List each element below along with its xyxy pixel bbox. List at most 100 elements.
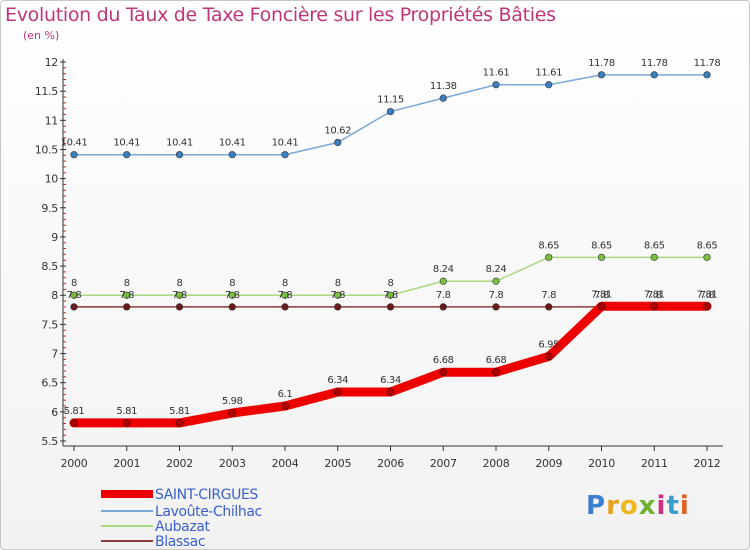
data-label: 7.8 (700, 290, 715, 301)
data-point (386, 291, 395, 299)
series-blassac: 7.8 7.8 7.8 7.8 7.8 7.8 7.8 7.8 7.8 7.8 7.8 7.8 7.8 (67, 290, 715, 311)
logo-letter: i (679, 491, 690, 521)
data-label: 10.62 (324, 125, 351, 136)
data-point (492, 277, 500, 285)
data-point (70, 291, 78, 299)
data-point (386, 303, 395, 311)
data-point (175, 303, 184, 311)
data-label: 6.34 (380, 375, 401, 386)
x-tick-label: 2005 (324, 457, 351, 470)
logo-letter: r (606, 491, 620, 521)
series-saint-cirgues: 5.81 5.81 5.81 5.98 6.1 6.34 6.34 6.68 6.68 6.95 7… (64, 289, 718, 428)
data-label: 7.8 (172, 290, 187, 301)
data-label: 7.81 (697, 289, 718, 300)
data-point (703, 253, 711, 261)
data-point (281, 303, 289, 311)
x-tick-label: 2012 (694, 457, 721, 470)
data-label: 8.65 (591, 240, 612, 251)
data-label: 5.81 (64, 406, 85, 417)
x-tick-label: 2011 (641, 457, 668, 470)
x-tick-label: 2010 (588, 457, 615, 470)
data-point (650, 302, 659, 311)
x-tick-label: 2007 (430, 457, 457, 470)
data-label: 10.41 (166, 138, 193, 149)
data-point (334, 291, 342, 299)
data-point (544, 352, 553, 361)
data-point (281, 291, 289, 299)
proxiti-logo: Proxiti (586, 491, 690, 521)
data-label: 11.38 (430, 81, 457, 92)
data-label: 7.8 (489, 290, 504, 301)
data-label: 7.8 (67, 290, 82, 301)
data-label: 7.81 (644, 289, 665, 300)
data-label: 6.68 (433, 355, 454, 366)
data-label: 6.68 (486, 355, 507, 366)
x-tick-label: 2000 (61, 457, 88, 470)
data-label: 11.78 (588, 58, 615, 69)
data-label: 7.8 (436, 290, 451, 301)
data-point (334, 303, 342, 311)
x-tick-label: 2009 (535, 457, 562, 470)
data-point (650, 71, 658, 79)
x-tick-label: 2003 (219, 457, 246, 470)
y-tick-label: 10.5 (35, 143, 59, 156)
data-point (492, 81, 500, 89)
data-point (703, 302, 711, 311)
legend-label: SAINT-CIRGUES (155, 487, 258, 503)
data-label: 7.8 (330, 290, 345, 301)
data-point (492, 368, 500, 377)
x-tick-label: 2002 (166, 457, 193, 470)
x-tick-label: 2001 (113, 457, 140, 470)
data-point (439, 277, 447, 285)
y-tick-label: 7 (51, 348, 58, 361)
data-point (175, 419, 184, 427)
data-point (597, 253, 606, 261)
data-label: 7.8 (225, 290, 240, 301)
chart-title: Evolution du Taux de Taxe Foncière sur l… (5, 4, 556, 26)
data-label: 5.81 (169, 406, 190, 417)
y-tick-label: 9 (51, 231, 58, 244)
y-tick-label: 10 (45, 173, 59, 186)
data-label: 7.8 (594, 290, 609, 301)
y-tick-label: 6 (51, 406, 58, 419)
data-label: 11.78 (694, 58, 721, 69)
data-label: 7.8 (541, 290, 556, 301)
data-label: 8.65 (644, 240, 665, 251)
data-label: 8.24 (486, 264, 507, 275)
data-label: 10.41 (219, 138, 246, 149)
data-label: 10.41 (113, 138, 140, 149)
series-lavo-te-chilhac: 10.41 10.41 10.41 10.41 10.41 10.62 11.15 11.38… (61, 58, 721, 159)
data-point (123, 291, 131, 299)
logo-letter: P (586, 491, 607, 521)
data-point (439, 94, 447, 102)
data-point (545, 81, 553, 89)
data-label: 5.98 (222, 396, 243, 407)
y-tick-label: 8 (51, 289, 58, 302)
data-label: 8 (335, 278, 341, 289)
data-label: 8 (388, 278, 394, 289)
logo-letter: t (666, 491, 680, 521)
legend-label: Aubazat (155, 519, 210, 535)
y-tick-label: 5.5 (41, 435, 58, 448)
data-label: 11.15 (377, 95, 404, 106)
data-point (597, 71, 606, 79)
data-label: 8 (282, 278, 288, 289)
data-label: 7.8 (647, 290, 662, 301)
data-label: 8.65 (538, 240, 559, 251)
logo-letter: i (656, 491, 667, 521)
data-label: 7.8 (278, 290, 293, 301)
data-point (122, 419, 131, 427)
legend-label: Blassac (155, 534, 205, 549)
data-point (228, 409, 237, 417)
data-point (281, 402, 289, 410)
data-label: 6.34 (327, 375, 348, 386)
data-label: 8 (71, 278, 77, 289)
data-point (439, 368, 448, 377)
data-point (175, 151, 184, 159)
data-point (175, 291, 184, 299)
data-label: 10.41 (272, 138, 299, 149)
logo-letter: o (619, 491, 639, 521)
data-label: 8.24 (433, 264, 454, 275)
